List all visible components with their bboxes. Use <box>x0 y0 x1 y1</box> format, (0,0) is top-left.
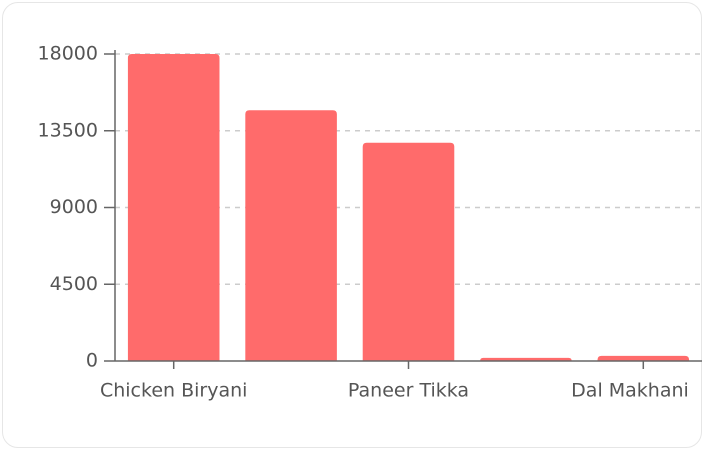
bar <box>127 54 220 361</box>
card <box>2 2 702 448</box>
y-tick-label: 4500 <box>50 273 98 295</box>
bar <box>480 357 572 361</box>
y-axis-labels: 0 4500 9000 13500 18000 <box>38 43 98 372</box>
bar <box>597 355 690 361</box>
bar <box>245 110 337 362</box>
y-tick-label: 13500 <box>38 119 98 141</box>
x-tick-label: Paneer Tikka <box>348 380 469 402</box>
x-tick-label: Chicken Biryani <box>100 380 247 402</box>
x-tick-label: Dal Makhani <box>571 380 689 402</box>
y-tick-label: 9000 <box>50 196 98 218</box>
bar <box>362 142 455 361</box>
y-tick-label: 18000 <box>38 43 98 65</box>
y-tick-label: 0 <box>86 350 98 372</box>
